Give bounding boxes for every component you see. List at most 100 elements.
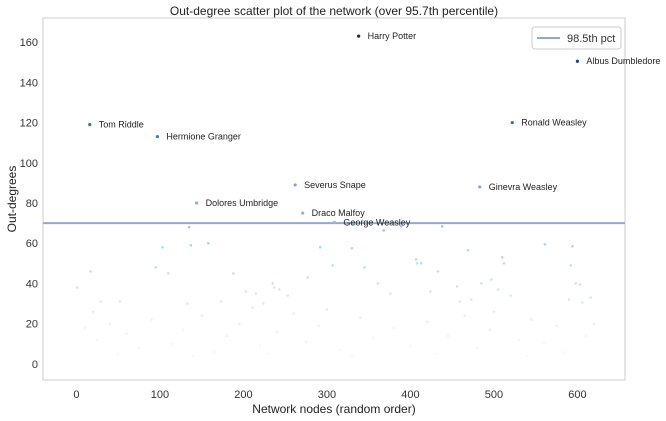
data-point — [278, 288, 281, 291]
x-tick-label: 500 — [485, 389, 503, 401]
data-point — [318, 245, 322, 249]
data-point — [350, 246, 354, 250]
data-point — [425, 320, 429, 323]
data-point — [89, 270, 92, 273]
y-tick-label: 20 — [26, 319, 38, 331]
data-point — [574, 282, 578, 285]
data-point — [212, 350, 216, 354]
data-point — [187, 225, 191, 229]
data-point — [225, 334, 229, 338]
data-point — [414, 258, 418, 261]
data-point — [389, 292, 392, 295]
x-axis-label: Network nodes (random order) — [252, 402, 415, 416]
labeled-data-point — [155, 135, 159, 139]
data-point — [563, 350, 567, 354]
data-point — [392, 326, 396, 330]
legend-label: 98.5th pct — [567, 33, 615, 45]
data-point — [569, 264, 573, 267]
data-point — [338, 348, 341, 352]
y-axis: 0 20 40 60 80 100 120 140 160 — [20, 37, 38, 371]
data-point — [286, 294, 289, 297]
data-point — [419, 262, 423, 265]
data-point — [359, 316, 362, 319]
data-point — [154, 266, 158, 269]
point-label: Severus Snape — [304, 180, 366, 190]
data-point — [251, 306, 254, 309]
data-point — [571, 244, 574, 248]
data-point — [267, 352, 270, 356]
data-point — [118, 300, 122, 303]
data-point — [75, 286, 79, 289]
y-tick-label: 0 — [32, 359, 38, 371]
data-point — [181, 328, 185, 332]
data-point — [530, 318, 533, 321]
data-point — [543, 242, 547, 246]
point-label: George Weasley — [343, 217, 410, 227]
x-tick-label: 0 — [73, 389, 79, 401]
data-point — [446, 334, 450, 338]
data-point — [166, 272, 170, 275]
y-tick-label: 80 — [26, 198, 38, 210]
data-point — [306, 276, 309, 279]
data-point — [186, 302, 189, 305]
data-point — [480, 282, 483, 285]
labeled-data-point — [195, 201, 199, 205]
data-point — [262, 302, 265, 305]
y-axis-label: Out-degrees — [5, 166, 19, 233]
data-point — [83, 326, 87, 330]
data-point — [272, 286, 276, 289]
point-label: Ginevra Weasley — [489, 182, 558, 192]
data-point — [237, 322, 241, 325]
data-point — [244, 290, 248, 293]
labeled-points: Harry Potter Albus Dumbledore Ronald Weasl… — [88, 31, 660, 227]
y-tick-label: 160 — [20, 37, 38, 49]
data-point — [376, 282, 380, 285]
data-point — [492, 310, 496, 313]
x-tick-label: 600 — [568, 389, 586, 401]
data-point — [455, 285, 459, 288]
data-point — [271, 282, 274, 285]
y-tick-label: 60 — [26, 238, 38, 250]
data-point — [325, 308, 329, 311]
data-point — [99, 300, 102, 303]
labeled-data-point — [293, 183, 297, 187]
labeled-data-point — [510, 120, 514, 125]
point-label: Ronald Weasley — [521, 118, 587, 128]
data-point — [275, 330, 279, 334]
data-point — [399, 225, 403, 228]
data-point — [219, 300, 223, 303]
data-point — [509, 294, 512, 297]
labeled-data-point — [478, 185, 482, 189]
data-point — [254, 292, 258, 295]
y-tick-label: 40 — [26, 278, 38, 290]
data-point — [108, 322, 112, 325]
data-point — [589, 296, 593, 299]
data-point — [91, 310, 95, 313]
data-point — [382, 229, 385, 232]
data-point — [192, 354, 195, 358]
data-point — [470, 298, 473, 301]
data-point — [415, 262, 419, 265]
data-point — [304, 340, 308, 344]
data-point — [463, 314, 466, 317]
point-label: Draco Malfoy — [312, 208, 366, 218]
data-point — [317, 324, 320, 328]
x-tick-label: 400 — [401, 389, 419, 401]
labeled-data-point — [332, 220, 337, 224]
data-point — [578, 283, 582, 286]
data-point — [458, 300, 461, 303]
x-tick-label: 100 — [151, 389, 169, 401]
labeled-data-point — [575, 59, 580, 63]
y-tick-label: 120 — [20, 118, 38, 130]
y-tick-label: 140 — [20, 77, 38, 89]
data-point — [496, 288, 500, 291]
data-point — [171, 342, 174, 346]
data-point — [436, 270, 440, 273]
point-label: Dolores Umbridge — [206, 198, 279, 208]
point-label: Albus Dumbledore — [586, 56, 660, 66]
plot-area — [42, 17, 626, 381]
data-point — [207, 241, 210, 245]
x-tick-label: 200 — [234, 389, 252, 401]
data-point — [331, 264, 335, 267]
data-point — [434, 352, 437, 356]
